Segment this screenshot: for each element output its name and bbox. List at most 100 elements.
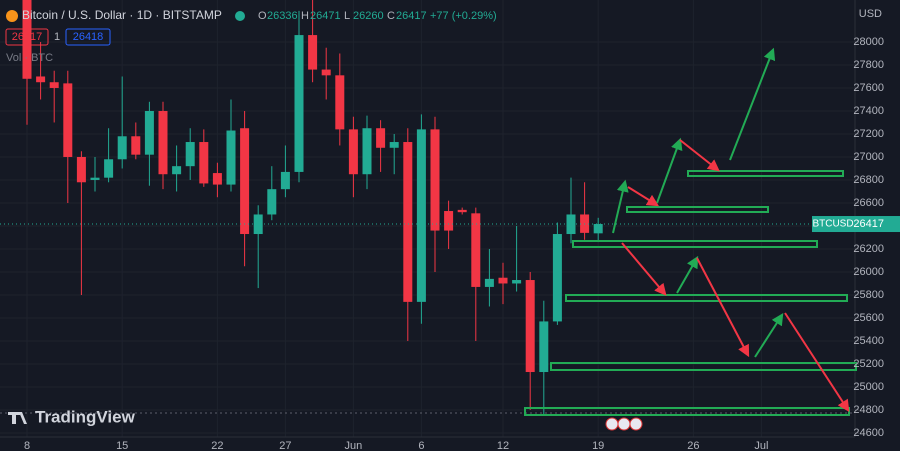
event-flag[interactable]: [605, 417, 619, 431]
y-tick-label: 24800: [853, 404, 884, 416]
candle-body: [416, 129, 426, 302]
candle-body: [308, 35, 318, 70]
x-tick-label: Jul: [754, 440, 768, 451]
y-tick-label: 27200: [853, 128, 884, 140]
candle-body: [36, 76, 46, 83]
candle-body: [444, 211, 454, 231]
candle-body: [76, 156, 86, 183]
x-tick-label: 22: [211, 440, 223, 451]
ohlc-key: C: [387, 10, 395, 22]
candle-body: [199, 142, 209, 184]
candles: [22, 0, 603, 416]
candle-body: [403, 142, 413, 302]
arrow-up: [656, 137, 683, 204]
candle-body: [552, 234, 562, 322]
ohlc-value: 26471: [310, 10, 341, 22]
sell-price[interactable]: 26417: [12, 31, 43, 43]
volume-label: Vol · BTC: [6, 52, 53, 64]
candle-body: [22, 0, 32, 79]
y-tick-label: 25000: [853, 381, 884, 393]
event-flags[interactable]: [605, 417, 643, 431]
x-tick-label: 8: [24, 440, 30, 451]
buy-price[interactable]: 26418: [73, 31, 104, 43]
y-tick-label: 26200: [853, 243, 884, 255]
candle-body: [566, 214, 576, 235]
candle-body: [294, 35, 304, 172]
arrow-down: [627, 186, 660, 207]
x-tick-label: 15: [116, 440, 128, 451]
candle-body: [267, 189, 277, 215]
coin-icon: [6, 10, 18, 22]
zone: [572, 240, 818, 248]
arrow-down: [679, 139, 720, 172]
y-tick-label: 27000: [853, 151, 884, 163]
candle-body: [512, 280, 522, 284]
chart-title: Bitcoin / U.S. Dollar · 1D · BITSTAMP: [22, 8, 222, 22]
candle-body: [362, 128, 372, 175]
x-tick-label: 6: [418, 440, 424, 451]
candle-body: [593, 224, 603, 234]
y-tick-label: 25800: [853, 289, 884, 301]
candle-body: [104, 159, 114, 178]
candle-body: [430, 129, 440, 231]
candle-body: [348, 129, 358, 175]
y-tick-label: 26800: [853, 174, 884, 186]
candle-body: [539, 321, 549, 373]
brand: TradingView: [35, 407, 136, 426]
candle-body: [471, 213, 481, 287]
candle-body: [90, 177, 100, 180]
symbol-tag-box: [812, 216, 855, 233]
ohlc-value: 26417: [396, 10, 427, 22]
event-flag[interactable]: [629, 417, 643, 431]
candle-body: [185, 142, 195, 167]
ohlc-value: 26336: [267, 10, 298, 22]
drawings: [524, 47, 857, 416]
candle-body: [158, 110, 168, 175]
symbol-tag: BTCUSD: [812, 219, 853, 230]
x-tick-label: 27: [279, 440, 291, 451]
x-tick-label: 12: [497, 440, 509, 451]
y-tick-label: 24600: [853, 427, 884, 439]
zone: [550, 362, 857, 371]
last-price: 26417: [853, 218, 884, 230]
arrow-up: [612, 179, 629, 234]
y-tick-label: 25200: [853, 358, 884, 370]
spread: 1: [54, 31, 60, 43]
candle-body: [457, 209, 467, 213]
buy-box[interactable]: [65, 28, 111, 46]
ohlc-value: 26260: [353, 10, 384, 22]
y-tick-label: 26600: [853, 197, 884, 209]
ohlc-key: L: [344, 10, 350, 22]
candle-body: [321, 69, 331, 76]
candle-body: [131, 136, 141, 155]
event-flag[interactable]: [617, 417, 631, 431]
candle-body: [525, 280, 535, 373]
last-price-box: [855, 216, 900, 233]
zone: [626, 206, 769, 213]
currency[interactable]: USD: [859, 8, 882, 20]
candle-body: [389, 142, 399, 148]
candle-body: [144, 110, 154, 155]
change: +77 (+0.29%): [430, 10, 497, 22]
ohlc-legend: O 26336 H 26471 L 26260 C 26417: [258, 10, 427, 22]
x-tick-label: Jun: [345, 440, 363, 451]
candle-body: [253, 214, 263, 235]
status-dot: [235, 11, 245, 21]
y-tick-label: 27600: [853, 82, 884, 94]
candle-body: [226, 130, 236, 185]
y-tick-label: 25400: [853, 335, 884, 347]
sell-box[interactable]: [5, 28, 49, 46]
candle-body: [172, 166, 182, 175]
ohlc-key: H: [301, 10, 309, 22]
ohlc-key: O: [258, 10, 267, 22]
y-tick-label: 27800: [853, 59, 884, 71]
candle-body: [498, 277, 508, 284]
x-tick-label: 26: [687, 440, 699, 451]
candle-body: [63, 83, 73, 157]
y-tick-label: 25600: [853, 312, 884, 324]
x-tick-label: 19: [592, 440, 604, 451]
brand-logo: [8, 412, 27, 424]
arrow-down: [621, 242, 667, 296]
candle-body: [280, 171, 290, 190]
